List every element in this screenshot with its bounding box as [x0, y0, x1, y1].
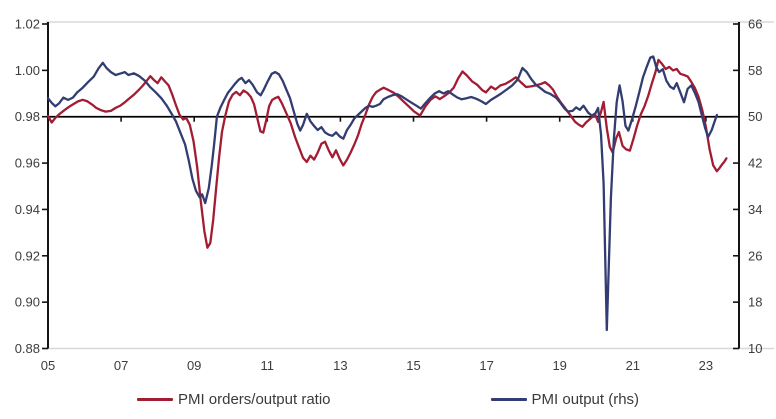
right-axis-tick-label: 34 [748, 202, 762, 217]
x-axis-tick-label: 17 [479, 358, 493, 373]
right-axis-tick-label: 18 [748, 295, 762, 310]
left-axis-tick-label: 0.88 [15, 341, 40, 356]
left-axis-tick-label: 0.94 [15, 202, 40, 217]
right-axis-tick-label: 58 [748, 63, 762, 78]
x-axis-tick-label: 05 [41, 358, 55, 373]
left-axis-tick-label: 1.00 [15, 63, 40, 78]
x-axis-tick-label: 07 [114, 358, 128, 373]
series-line-ratio [46, 58, 728, 249]
legend-label-ratio: PMI orders/output ratio [177, 390, 331, 408]
right-axis-tick-label: 50 [748, 109, 762, 124]
left-axis-tick-label: 0.96 [15, 156, 40, 171]
right-axis-tick-label: 66 [748, 17, 762, 32]
output-line-swatch-icon [490, 397, 527, 401]
left-axis-tick-label: 1.02 [15, 17, 40, 32]
right-axis-tick-label: 42 [748, 156, 762, 171]
plot-area: 1.02 1.00 0.98 0.96 0.94 0.92 0.90 0.88 66 58 50 42… [15, 17, 774, 373]
legend: PMI orders/output ratio PMI output (rhs) [0, 386, 776, 412]
x-axis-tick-label: 21 [626, 358, 640, 373]
legend-item-output: PMI output (rhs) [490, 390, 640, 408]
right-axis-tick-label: 26 [748, 248, 762, 263]
left-axis-tick-label: 0.90 [15, 295, 40, 310]
x-axis-tick-label: 15 [406, 358, 420, 373]
x-axis-tick-label: 19 [552, 358, 566, 373]
x-axis-tick-label: 11 [261, 358, 275, 373]
ratio-line-swatch-icon [136, 397, 173, 401]
x-axis-tick-label: 13 [333, 358, 347, 373]
legend-label-output: PMI output (rhs) [531, 390, 640, 408]
left-axis-tick-label: 0.92 [15, 248, 40, 263]
series-line-output [46, 55, 719, 332]
x-axis-tick-label: 23 [699, 358, 713, 373]
legend-item-ratio: PMI orders/output ratio [136, 390, 331, 408]
right-axis-tick-label: 10 [748, 341, 762, 356]
left-axis-tick-label: 0.98 [15, 109, 40, 124]
x-axis-tick-label: 09 [187, 358, 201, 373]
